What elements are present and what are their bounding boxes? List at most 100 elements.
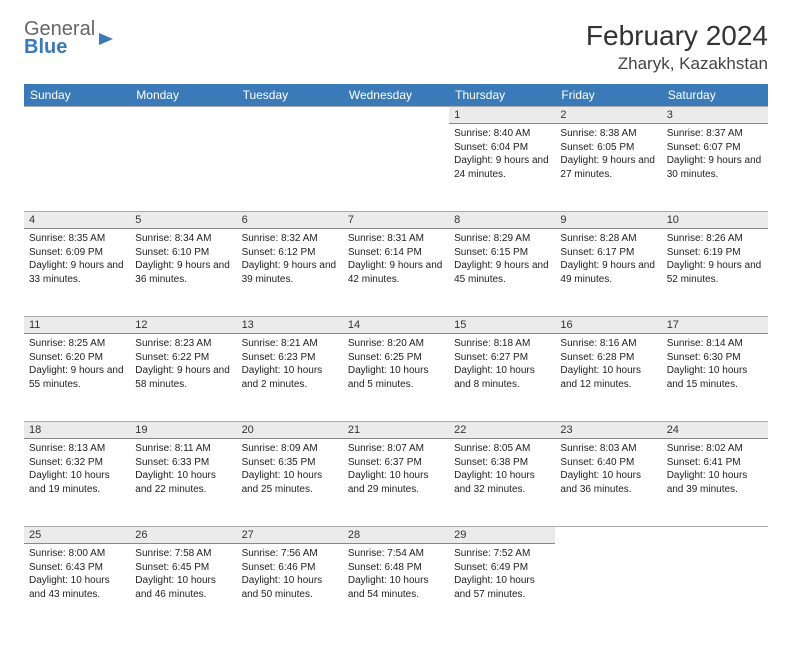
sunrise-text: Sunrise: 8:07 AM [348, 442, 444, 456]
day-cell: Sunrise: 8:35 AMSunset: 6:09 PMDaylight:… [24, 229, 130, 317]
daylight-text: Daylight: 10 hours and 36 minutes. [560, 469, 656, 496]
sunset-text: Sunset: 6:49 PM [454, 561, 550, 575]
weekday-thu: Thursday [449, 84, 555, 107]
daylight-text: Daylight: 10 hours and 25 minutes. [242, 469, 338, 496]
day-number-cell [130, 107, 236, 124]
daylight-text: Daylight: 10 hours and 43 minutes. [29, 574, 125, 601]
sunset-text: Sunset: 6:27 PM [454, 351, 550, 365]
daylight-text: Daylight: 9 hours and 27 minutes. [560, 154, 656, 181]
sunset-text: Sunset: 6:20 PM [29, 351, 125, 365]
day-number-cell: 28 [343, 527, 449, 544]
day-cell: Sunrise: 8:37 AMSunset: 6:07 PMDaylight:… [662, 124, 768, 212]
day-cell: Sunrise: 7:54 AMSunset: 6:48 PMDaylight:… [343, 544, 449, 632]
day-cell: Sunrise: 8:32 AMSunset: 6:12 PMDaylight:… [237, 229, 343, 317]
sunrise-text: Sunrise: 8:25 AM [29, 337, 125, 351]
sunset-text: Sunset: 6:04 PM [454, 141, 550, 155]
sunrise-text: Sunrise: 8:03 AM [560, 442, 656, 456]
sunrise-text: Sunrise: 8:05 AM [454, 442, 550, 456]
sunrise-text: Sunrise: 8:26 AM [667, 232, 763, 246]
week-row: Sunrise: 8:13 AMSunset: 6:32 PMDaylight:… [24, 439, 768, 527]
day-number-cell: 11 [24, 317, 130, 334]
daynum-row: 45678910 [24, 212, 768, 229]
daynum-row: 18192021222324 [24, 422, 768, 439]
day-cell: Sunrise: 8:25 AMSunset: 6:20 PMDaylight:… [24, 334, 130, 422]
day-number-cell: 21 [343, 422, 449, 439]
day-cell: Sunrise: 8:40 AMSunset: 6:04 PMDaylight:… [449, 124, 555, 212]
weekday-wed: Wednesday [343, 84, 449, 107]
day-number-cell: 15 [449, 317, 555, 334]
sunset-text: Sunset: 6:38 PM [454, 456, 550, 470]
empty-day-cell [555, 544, 661, 632]
day-cell: Sunrise: 8:14 AMSunset: 6:30 PMDaylight:… [662, 334, 768, 422]
empty-day-cell [237, 124, 343, 212]
sunrise-text: Sunrise: 8:13 AM [29, 442, 125, 456]
day-number-cell [662, 527, 768, 544]
weekday-sat: Saturday [662, 84, 768, 107]
daylight-text: Daylight: 9 hours and 39 minutes. [242, 259, 338, 286]
daylight-text: Daylight: 10 hours and 15 minutes. [667, 364, 763, 391]
day-number-cell: 16 [555, 317, 661, 334]
week-row: Sunrise: 8:25 AMSunset: 6:20 PM Daylight:… [24, 334, 768, 422]
sunset-text: Sunset: 6:30 PM [667, 351, 763, 365]
day-number-cell: 5 [130, 212, 236, 229]
sunset-text: Sunset: 6:41 PM [667, 456, 763, 470]
day-number-cell: 9 [555, 212, 661, 229]
sunset-text: Sunset: 6:48 PM [348, 561, 444, 575]
day-number-cell: 29 [449, 527, 555, 544]
sunset-text: Sunset: 6:33 PM [135, 456, 231, 470]
daylight-text: Daylight: 10 hours and 32 minutes. [454, 469, 550, 496]
sunset-text: Sunset: 6:15 PM [454, 246, 550, 260]
day-cell: Sunrise: 8:34 AMSunset: 6:10 PMDaylight:… [130, 229, 236, 317]
daylight-text: Daylight: 9 hours and 52 minutes. [667, 259, 763, 286]
day-number-cell: 27 [237, 527, 343, 544]
logo: General Blue [24, 20, 113, 56]
sunrise-text: Sunrise: 8:34 AM [135, 232, 231, 246]
day-cell: Sunrise: 8:20 AMSunset: 6:25 PMDaylight:… [343, 334, 449, 422]
title-block: February 2024 Zharyk, Kazakhstan [586, 20, 768, 74]
day-cell: Sunrise: 8:11 AMSunset: 6:33 PMDaylight:… [130, 439, 236, 527]
week-row: Sunrise: 8:35 AMSunset: 6:09 PMDaylight:… [24, 229, 768, 317]
day-number-cell: 18 [24, 422, 130, 439]
day-cell: Sunrise: 8:26 AMSunset: 6:19 PMDaylight:… [662, 229, 768, 317]
sunset-text: Sunset: 6:07 PM [667, 141, 763, 155]
sunset-text: Sunset: 6:09 PM [29, 246, 125, 260]
day-number-cell: 24 [662, 422, 768, 439]
day-cell: Sunrise: 7:56 AMSunset: 6:46 PMDaylight:… [237, 544, 343, 632]
sunrise-text: Sunrise: 8:16 AM [560, 337, 656, 351]
sunrise-text: Sunrise: 8:31 AM [348, 232, 444, 246]
sunrise-text: Sunrise: 8:23 AM [135, 337, 231, 351]
daylight-text: Daylight: 10 hours and 29 minutes. [348, 469, 444, 496]
weekday-mon: Monday [130, 84, 236, 107]
day-number-cell: 23 [555, 422, 661, 439]
month-title: February 2024 [586, 20, 768, 52]
weekday-header-row: Sunday Monday Tuesday Wednesday Thursday… [24, 84, 768, 107]
day-number-cell: 26 [130, 527, 236, 544]
week-row: Sunrise: 8:40 AMSunset: 6:04 PMDaylight:… [24, 124, 768, 212]
sunrise-text: Sunrise: 8:11 AM [135, 442, 231, 456]
day-number-cell: 12 [130, 317, 236, 334]
day-cell: Sunrise: 8:13 AMSunset: 6:32 PMDaylight:… [24, 439, 130, 527]
daylight-text: Daylight: 9 hours and 58 minutes. [135, 364, 231, 391]
sunrise-text: Sunrise: 7:52 AM [454, 547, 550, 561]
daylight-text: Daylight: 10 hours and 2 minutes. [242, 364, 338, 391]
day-number-cell: 10 [662, 212, 768, 229]
day-number-cell: 8 [449, 212, 555, 229]
sunrise-text: Sunrise: 7:56 AM [242, 547, 338, 561]
day-number-cell: 17 [662, 317, 768, 334]
daylight-text: Daylight: 10 hours and 54 minutes. [348, 574, 444, 601]
day-number-cell [237, 107, 343, 124]
day-number-cell: 20 [237, 422, 343, 439]
day-cell: Sunrise: 7:58 AMSunset: 6:45 PMDaylight:… [130, 544, 236, 632]
empty-day-cell [24, 124, 130, 212]
sunset-text: Sunset: 6:37 PM [348, 456, 444, 470]
sunset-text: Sunset: 6:22 PM [135, 351, 231, 365]
empty-day-cell [662, 544, 768, 632]
sunrise-text: Sunrise: 8:14 AM [667, 337, 763, 351]
calendar-page: General Blue February 2024 Zharyk, Kazak… [0, 0, 792, 652]
daylight-text: Daylight: 9 hours and 24 minutes. [454, 154, 550, 181]
sunrise-text: Sunrise: 8:37 AM [667, 127, 763, 141]
day-number-cell: 3 [662, 107, 768, 124]
daylight-text: Daylight: 10 hours and 8 minutes. [454, 364, 550, 391]
sunset-text: Sunset: 6:25 PM [348, 351, 444, 365]
sunrise-text: Sunrise: 8:20 AM [348, 337, 444, 351]
